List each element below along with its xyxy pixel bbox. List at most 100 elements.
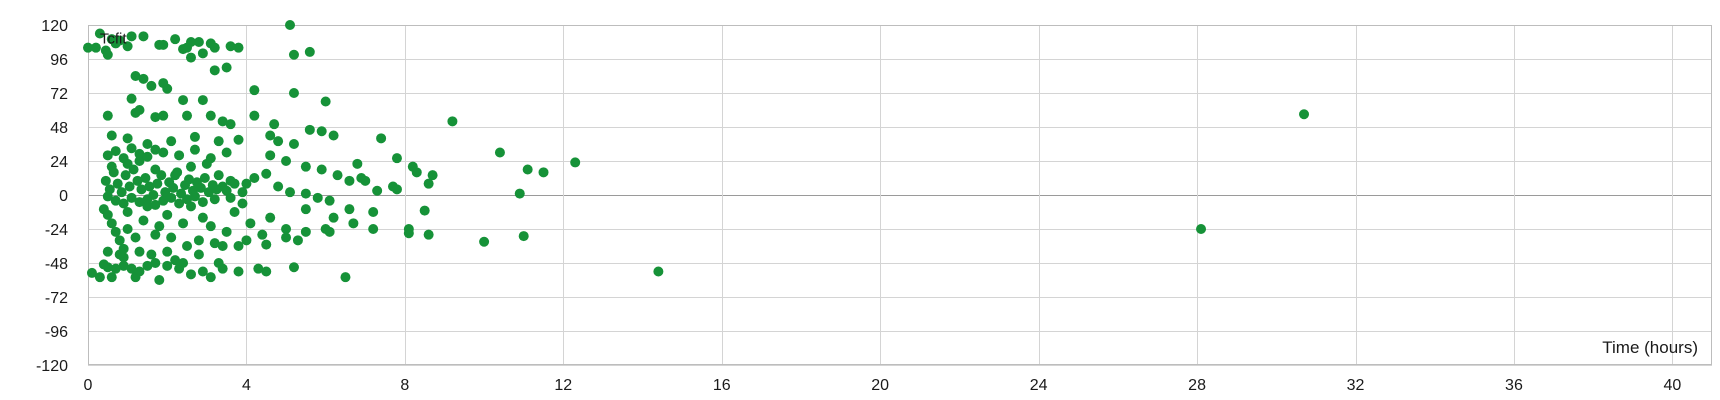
data-point [162,260,173,271]
data-point [142,139,153,149]
data-point [142,151,153,162]
data-point [518,231,529,242]
data-point [209,194,220,205]
data-point [269,119,280,130]
data-point [265,212,276,223]
data-point [189,144,200,155]
y-tick-label: 0 [59,188,68,205]
data-point [249,173,260,183]
data-point [328,130,339,141]
y-tick-label: -72 [45,290,68,307]
data-point [102,191,113,202]
data-point [94,272,105,283]
data-point [193,249,204,260]
data-point [292,235,303,246]
data-point [1196,224,1207,234]
data-point [184,174,195,185]
data-point [144,181,155,192]
data-point [170,255,181,266]
data-point [300,188,311,199]
data-point [170,34,181,45]
plot-area-border [88,25,1712,365]
data-point [376,133,387,144]
data-point [332,170,343,181]
data-point [494,147,505,158]
data-point [126,93,137,104]
data-point [391,153,402,164]
data-point [94,28,105,39]
data-point [265,130,276,141]
data-point [118,243,129,254]
data-point [427,170,438,181]
data-point [138,73,149,84]
data-point [102,262,113,273]
data-point [118,153,129,164]
data-point [237,198,248,209]
data-point [320,96,331,107]
data-point [86,267,97,278]
data-point [217,241,228,251]
data-point [122,224,133,234]
data-point [182,241,193,251]
data-point [324,195,335,206]
data-point [102,49,113,60]
data-point [229,207,240,217]
x-tick-label: 8 [400,377,409,394]
data-point [150,144,161,155]
data-point [185,269,196,280]
y-tick-label: 72 [50,86,68,103]
x-tick-label: 24 [1030,377,1048,394]
data-point [166,136,177,147]
data-point [134,266,145,277]
data-point [225,41,236,52]
data-point [110,226,121,237]
x-tick-label: 12 [554,377,572,394]
y-tick-label: 120 [41,18,68,35]
data-point [154,221,165,232]
data-point [372,185,383,196]
data-point [205,110,216,121]
data-point [199,173,210,183]
data-point [257,229,268,240]
data-point [174,150,185,161]
data-point [178,218,189,229]
data-point [288,88,299,98]
data-point [136,184,147,195]
data-point [304,124,315,135]
data-point [134,148,145,159]
data-point [122,41,133,52]
data-point [146,80,157,91]
data-point [102,110,113,121]
data-point [122,133,133,144]
data-point [249,85,260,96]
x-tick-label: 0 [84,377,93,394]
data-point [124,181,135,192]
y-tick-label: -96 [45,324,68,341]
data-point [108,167,119,178]
data-point [83,42,93,53]
data-point [134,197,145,208]
data-point [106,272,117,283]
x-tick-label: 4 [242,377,251,394]
data-point [233,241,244,251]
data-point [158,110,169,121]
data-point [197,48,208,59]
data-point [217,116,228,127]
data-point [185,37,196,47]
data-point [285,20,296,30]
data-point [162,209,173,220]
data-point [312,192,323,203]
data-point [168,182,179,193]
data-point [209,42,220,53]
data-point [178,95,189,106]
data-point [300,226,311,237]
data-point [189,191,200,202]
data-point [288,262,299,273]
x-tick-label: 32 [1347,377,1365,394]
data-point [150,229,161,240]
data-point [217,263,228,274]
data-point [522,164,533,175]
data-point [90,42,101,53]
data-point [100,175,111,186]
data-point [126,143,137,154]
